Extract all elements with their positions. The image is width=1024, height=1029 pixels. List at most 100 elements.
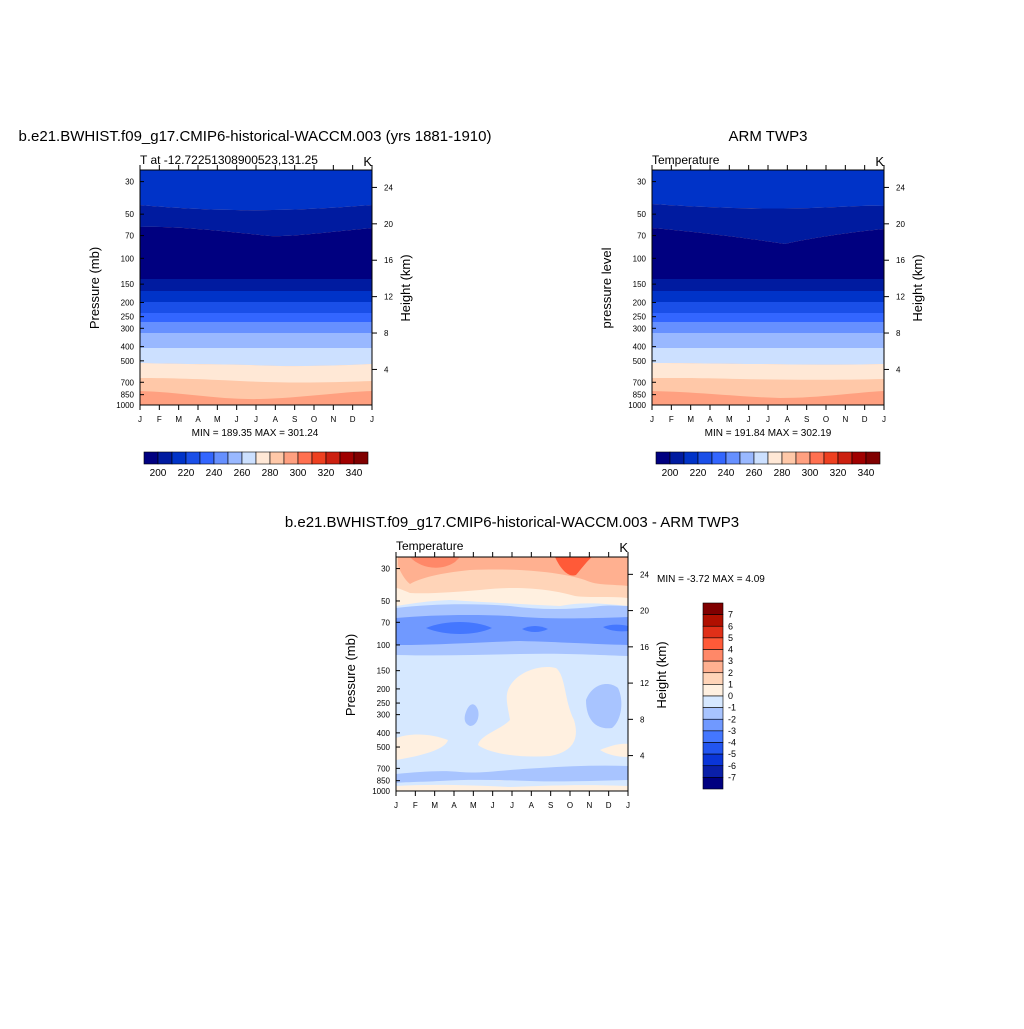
band-contour bbox=[140, 333, 372, 348]
band-contour bbox=[140, 302, 372, 313]
band-contour bbox=[652, 291, 884, 302]
height-tick-label: 16 bbox=[896, 256, 905, 265]
panel-obs-left-label: Temperature bbox=[652, 153, 720, 167]
band-contour bbox=[396, 784, 628, 791]
colorbar-swatch bbox=[753, 451, 769, 465]
pressure-tick-label: 200 bbox=[121, 298, 135, 307]
band-contour bbox=[140, 279, 372, 291]
colorbar-label: 220 bbox=[178, 468, 195, 479]
band-contour bbox=[522, 626, 548, 632]
colorbar-label: 300 bbox=[802, 468, 819, 479]
band-contour bbox=[652, 348, 884, 365]
colorbar-label: 200 bbox=[662, 468, 679, 479]
month-tick-label: S bbox=[292, 415, 297, 424]
colorbar-label: 260 bbox=[234, 468, 251, 479]
panel-diff-ylabel-right: Height (km) bbox=[654, 641, 669, 708]
colorbar-label: 340 bbox=[858, 468, 875, 479]
colorbar-swatch bbox=[865, 451, 881, 465]
month-tick-label: J bbox=[626, 801, 630, 810]
colorbar-swatch bbox=[702, 777, 724, 790]
pressure-tick-label: 150 bbox=[121, 280, 135, 289]
panel-obs-minmax: MIN = 191.84 MAX = 302.19 bbox=[705, 428, 832, 439]
colorbar-label: 280 bbox=[774, 468, 791, 479]
panel-obs-field bbox=[652, 170, 884, 405]
colorbar-swatch bbox=[809, 451, 825, 465]
panel-obs-ylabel-right: Height (km) bbox=[910, 254, 925, 321]
colorbar-swatch bbox=[823, 451, 839, 465]
pressure-tick-label: 50 bbox=[381, 597, 390, 606]
pressure-tick-label: 70 bbox=[637, 232, 646, 241]
pressure-tick-label: 250 bbox=[121, 313, 135, 322]
month-tick-label: M bbox=[470, 801, 477, 810]
month-tick-label: D bbox=[606, 801, 612, 810]
colorbar-swatch bbox=[702, 730, 724, 743]
colorbar-label: -7 bbox=[728, 772, 736, 782]
height-tick-label: 4 bbox=[384, 365, 389, 374]
pressure-tick-label: 500 bbox=[377, 743, 391, 752]
month-tick-label: J bbox=[394, 801, 398, 810]
height-tick-label: 24 bbox=[384, 183, 393, 192]
colorbar-label: 3 bbox=[728, 656, 733, 666]
month-tick-label: A bbox=[273, 415, 279, 424]
colorbar-label: 280 bbox=[262, 468, 279, 479]
pressure-tick-label: 50 bbox=[125, 210, 134, 219]
band-contour bbox=[396, 614, 628, 645]
pressure-tick-label: 400 bbox=[633, 343, 647, 352]
panel-model-minmax: MIN = 189.35 MAX = 301.24 bbox=[192, 428, 319, 439]
colorbar-swatch bbox=[255, 451, 271, 465]
pressure-tick-label: 700 bbox=[121, 378, 135, 387]
panel-model-field bbox=[140, 170, 372, 405]
band-contour bbox=[140, 226, 372, 279]
colorbar-swatch bbox=[702, 707, 724, 720]
band-contour bbox=[652, 363, 884, 380]
colorbar-swatch bbox=[185, 451, 201, 465]
height-tick-label: 24 bbox=[640, 570, 649, 579]
colorbar-label: -5 bbox=[728, 749, 736, 759]
band-contour bbox=[652, 170, 884, 209]
pressure-tick-label: 150 bbox=[633, 280, 647, 289]
band-contour bbox=[603, 624, 628, 632]
height-tick-label: 16 bbox=[640, 643, 649, 652]
band-contour bbox=[652, 322, 884, 333]
panel-model-colorbar: 200 220 240 260 280 300 320 340 bbox=[143, 451, 369, 479]
band-contour bbox=[652, 313, 884, 322]
pressure-tick-label: 30 bbox=[381, 565, 390, 574]
colorbar-swatch bbox=[325, 451, 341, 465]
panel-diff: b.e21.BWHIST.f09_g17.CMIP6-historical-WA… bbox=[285, 514, 765, 810]
month-tick-label: J bbox=[510, 801, 514, 810]
band-contour bbox=[652, 391, 884, 405]
colorbar-swatch bbox=[837, 451, 853, 465]
pressure-tick-label: 850 bbox=[633, 391, 647, 400]
band-contour bbox=[140, 313, 372, 322]
colorbar-swatch bbox=[702, 718, 724, 732]
colorbar-swatch bbox=[269, 451, 285, 465]
month-tick-label: M bbox=[214, 415, 221, 424]
height-tick-label: 8 bbox=[896, 329, 901, 338]
band-contour bbox=[586, 684, 622, 729]
height-tick-label: 20 bbox=[384, 220, 393, 229]
colorbar-swatch bbox=[311, 451, 327, 465]
month-tick-label: J bbox=[491, 801, 495, 810]
month-tick-label: A bbox=[707, 415, 713, 424]
month-tick-label: N bbox=[586, 801, 592, 810]
band-contour bbox=[652, 204, 884, 244]
band-contour bbox=[652, 228, 884, 279]
panel-model-ylabel: Pressure (mb) bbox=[87, 247, 102, 329]
colorbar-swatch bbox=[339, 451, 355, 465]
panel-diff-minmax: MIN = -3.72 MAX = 4.09 bbox=[657, 574, 765, 585]
colorbar-swatch bbox=[171, 451, 187, 465]
band-contour bbox=[396, 765, 628, 783]
colorbar-swatch bbox=[241, 451, 257, 465]
colorbar-swatch bbox=[283, 451, 299, 465]
month-tick-label: J bbox=[766, 415, 770, 424]
colorbar-label: 320 bbox=[830, 468, 847, 479]
colorbar-label: 0 bbox=[728, 691, 733, 701]
colorbar-swatch bbox=[655, 451, 671, 465]
pressure-tick-label: 1000 bbox=[372, 787, 390, 796]
colorbar-swatch bbox=[702, 660, 724, 674]
height-tick-label: 8 bbox=[384, 329, 389, 338]
pressure-tick-label: 200 bbox=[377, 685, 391, 694]
colorbar-swatch bbox=[702, 672, 724, 685]
